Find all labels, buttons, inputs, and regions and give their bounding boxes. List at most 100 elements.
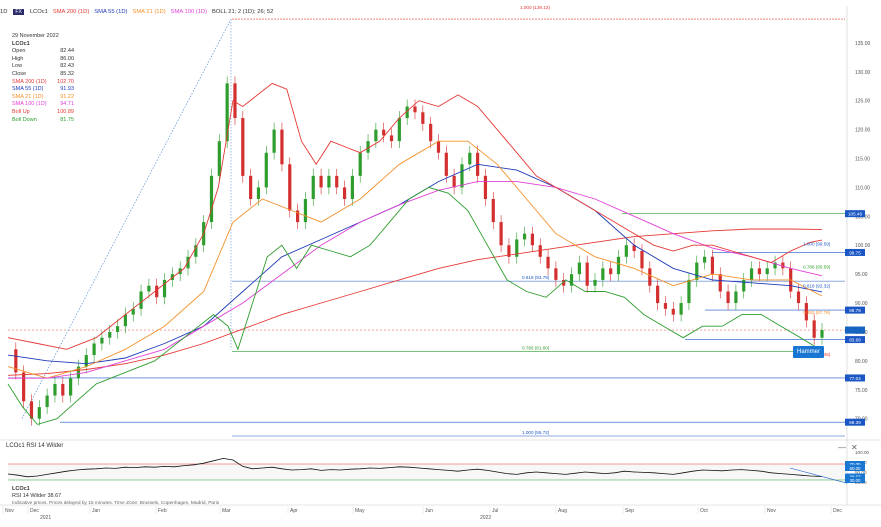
x-tick-label: Mar bbox=[222, 508, 231, 514]
candle-body bbox=[84, 355, 88, 367]
rsi-label-text: 60.00 bbox=[850, 466, 862, 471]
candle-body bbox=[773, 262, 777, 269]
candle-body bbox=[436, 141, 441, 153]
candle-body bbox=[452, 175, 456, 188]
candle-body bbox=[546, 256, 550, 269]
candle-body bbox=[288, 164, 292, 211]
candle-body bbox=[350, 175, 354, 199]
candle-body bbox=[209, 175, 214, 223]
legend-item[interactable]: BOLL 21; 2 (1D); 26; 52 bbox=[212, 9, 274, 15]
candle-body bbox=[687, 279, 691, 304]
price-label-text: 83.68 bbox=[849, 338, 861, 343]
x-tick-label: Oct bbox=[700, 508, 708, 514]
close-icon[interactable]: ✕ bbox=[851, 443, 858, 452]
candle-body bbox=[186, 256, 190, 269]
candle-body bbox=[742, 279, 746, 292]
fib-level-label: 0.786 (81.60) bbox=[522, 346, 550, 351]
chart-header: 1D FX LCOc1 SMA 200 (1D) SMA 55 (1D) SMA 21… bbox=[0, 9, 273, 15]
candle-body bbox=[429, 123, 433, 142]
ohlc-rows: Open 82.44 High 86.00 Low 82.43 Close 85.32 SMA … bbox=[12, 48, 74, 124]
legend-item[interactable]: SMA 100 (1D) bbox=[170, 9, 208, 15]
minimize-icon[interactable]: — bbox=[838, 443, 846, 452]
series-line bbox=[7, 82, 823, 350]
ohlc-value: 91.22 bbox=[60, 93, 74, 100]
ohlc-label: Boll Down bbox=[12, 116, 37, 123]
candle-body bbox=[69, 378, 73, 396]
legend-item[interactable]: SMA 55 (1D) bbox=[94, 9, 128, 15]
candle-body bbox=[616, 256, 621, 275]
candle-body bbox=[515, 239, 519, 257]
symbol-badge: FX bbox=[13, 9, 24, 15]
x-tick-label: Sep bbox=[625, 508, 634, 514]
candle-body bbox=[335, 175, 339, 188]
ohlc-value: 102.70 bbox=[57, 78, 74, 85]
candle-body bbox=[569, 274, 574, 286]
price-tick-label: 125.00 bbox=[855, 99, 871, 105]
rsi-label-text: 38.67 bbox=[850, 474, 862, 479]
price-tick-label: 80.00 bbox=[855, 359, 868, 365]
price-tick-label: 120.00 bbox=[855, 128, 871, 134]
candle-body bbox=[413, 106, 417, 113]
candle-body bbox=[61, 383, 65, 396]
current-price-box bbox=[845, 326, 865, 334]
ohlc-row: SMA 55 (1D) 91.93 bbox=[12, 86, 74, 94]
fib-level-label: 0.786 (95.59) bbox=[803, 265, 831, 270]
candle-body bbox=[225, 83, 229, 142]
candle-body bbox=[280, 129, 284, 165]
ohlc-symbol: LCOc1 bbox=[12, 40, 30, 47]
candle-body bbox=[37, 407, 41, 419]
series-line bbox=[7, 140, 823, 379]
candle-body bbox=[679, 303, 683, 315]
candle-body bbox=[421, 112, 425, 124]
ohlc-label: Low bbox=[12, 63, 23, 70]
candle-body bbox=[319, 175, 323, 188]
candle-body bbox=[781, 262, 785, 269]
candle-body bbox=[804, 303, 808, 321]
legend-item[interactable]: LCOc1 bbox=[29, 9, 48, 15]
x-tick-label: Apr bbox=[290, 508, 298, 514]
x-tick-label: Dec bbox=[30, 508, 39, 514]
candle-body bbox=[507, 245, 511, 257]
x-tick-label: Jun bbox=[425, 508, 433, 514]
ohlc-row: Open 82.44 bbox=[12, 48, 74, 56]
candle-body bbox=[358, 152, 362, 176]
hammer-label: Hammer bbox=[793, 346, 824, 358]
rsi-label-box bbox=[845, 465, 865, 471]
price-tick-label: 115.00 bbox=[855, 157, 870, 163]
candle-body bbox=[92, 343, 96, 356]
x-tick-label: May bbox=[355, 508, 365, 514]
price-tick-label: 100.00 bbox=[855, 243, 871, 249]
legend-item[interactable]: SMA 21 (1D) bbox=[132, 9, 166, 15]
candle-body bbox=[22, 372, 26, 402]
price-label-box bbox=[845, 418, 865, 426]
candle-body bbox=[249, 175, 253, 199]
candle-body bbox=[374, 129, 378, 142]
candle-body bbox=[601, 268, 605, 280]
candle-body bbox=[499, 222, 503, 246]
candle-body bbox=[115, 326, 120, 332]
timeframe-label[interactable]: 1D bbox=[0, 9, 8, 15]
fib-level-label: 0.382 (87.76) bbox=[803, 310, 831, 315]
candle-body bbox=[695, 262, 699, 280]
ohlc-value: 91.93 bbox=[60, 86, 74, 93]
rsi-line bbox=[7, 457, 823, 478]
ohlc-label: SMA 100 (1D) bbox=[12, 101, 47, 108]
candle-body bbox=[671, 308, 675, 315]
legend-item[interactable]: SMA 200 (1D) bbox=[52, 9, 90, 15]
candle-body bbox=[108, 331, 112, 338]
price-tick-label: 75.00 bbox=[855, 388, 868, 394]
candle-body bbox=[624, 245, 628, 257]
candle-body bbox=[483, 175, 488, 199]
rsi-tick-label: 100.00 bbox=[855, 450, 869, 455]
candle-body bbox=[139, 291, 143, 309]
candle-body bbox=[295, 210, 300, 223]
rsi-label-box bbox=[845, 477, 865, 483]
price-tick-label: 110.00 bbox=[855, 185, 870, 191]
price-tick-label: 135.00 bbox=[855, 41, 871, 47]
rsi-label-box bbox=[845, 473, 865, 480]
candle-body bbox=[366, 141, 370, 153]
series-line bbox=[7, 186, 823, 425]
x-tick-label: Dec bbox=[833, 508, 842, 514]
candle-body bbox=[100, 337, 104, 344]
candle-body bbox=[702, 256, 707, 263]
